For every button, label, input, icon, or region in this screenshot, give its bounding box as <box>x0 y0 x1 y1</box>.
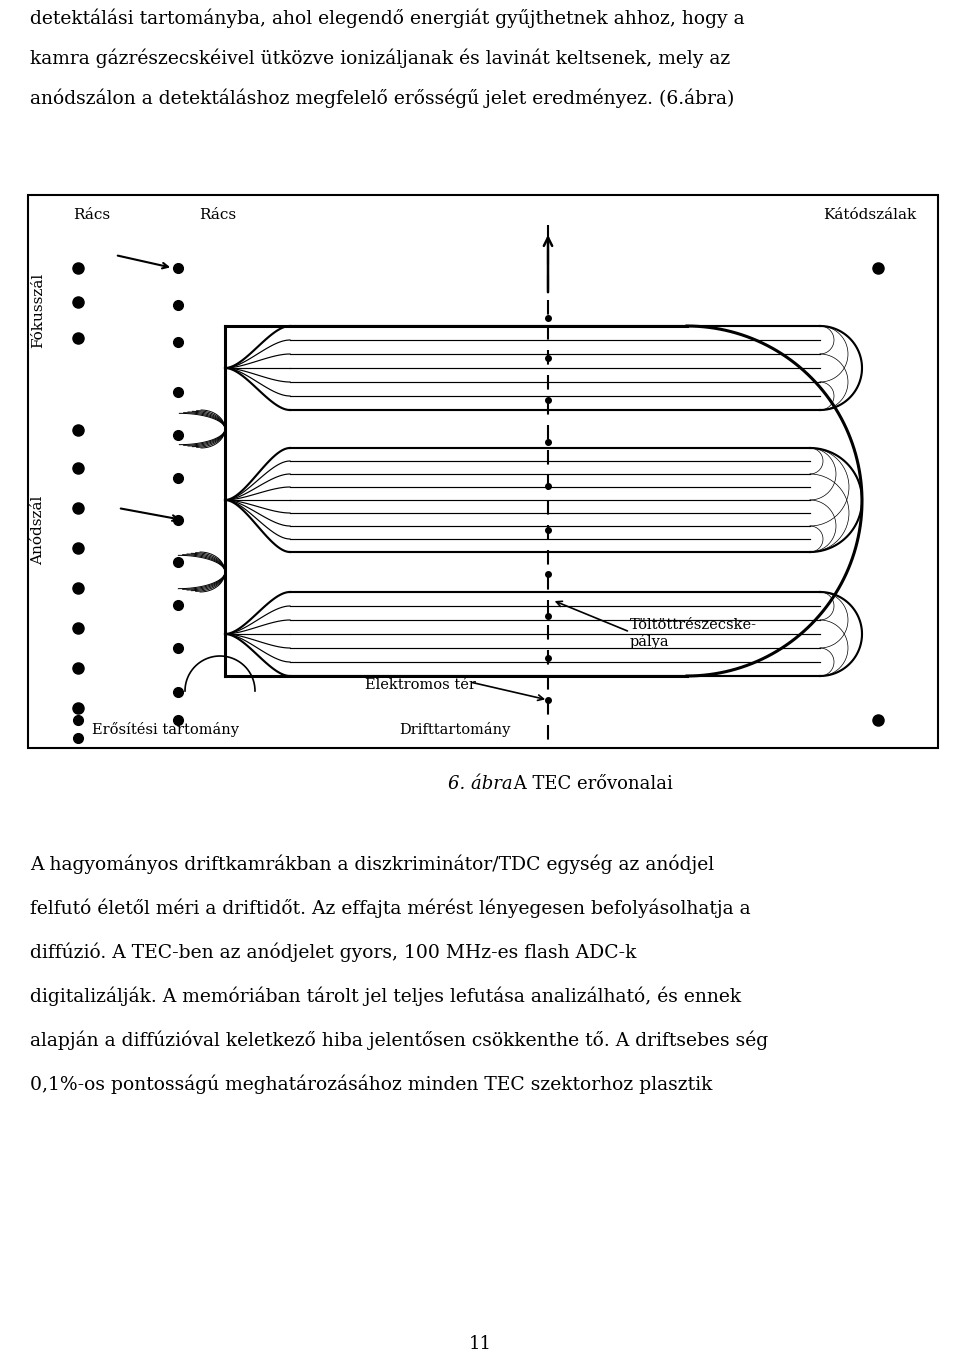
Text: Kátódszálak: Kátódszálak <box>824 208 917 222</box>
Text: alapján a diffúzióval keletkező hiba jelentősen csökkenthe tő. A driftsebes ség: alapján a diffúzióval keletkező hiba jel… <box>30 1031 768 1050</box>
Text: Elektromos tér: Elektromos tér <box>365 678 475 692</box>
Text: kamra gázrészecskéivel ütközve ionizáljanak és lavinát keltsenek, mely az: kamra gázrészecskéivel ütközve ionizálja… <box>30 48 731 68</box>
Text: anódszálon a detektáláshoz megfelelő erősségű jelet eredményez. (6.ábra): anódszálon a detektáláshoz megfelelő erő… <box>30 89 734 108</box>
Text: A hagyományos driftkamrákban a diszkriminátor/TDC egység az anódjel: A hagyományos driftkamrákban a diszkrimi… <box>30 855 714 874</box>
Text: 11: 11 <box>468 1335 492 1352</box>
Text: 6. ábra: 6. ábra <box>447 775 513 793</box>
Text: detektálási tartományba, ahol elegendő energiát gyűjthetnek ahhoz, hogy a: detektálási tartományba, ahol elegendő e… <box>30 8 745 27</box>
Text: pálya: pálya <box>630 633 670 650</box>
Text: diffúzió. A TEC-ben az anódjelet gyors, 100 MHz-es flash ADC-k: diffúzió. A TEC-ben az anódjelet gyors, … <box>30 943 636 963</box>
Text: digitalizálják. A memóriában tárolt jel teljes lefutása analizálható, és ennek: digitalizálják. A memóriában tárolt jel … <box>30 987 741 1007</box>
Bar <box>28 195 938 748</box>
Text: 0,1%-os pontosságú meghatározásához minden TEC szektorhoz plasztik: 0,1%-os pontosságú meghatározásához mind… <box>30 1075 712 1095</box>
Text: Rács: Rács <box>73 208 110 222</box>
Text: Rács: Rács <box>200 208 236 222</box>
Text: Drifttartomány: Drifttartomány <box>399 722 511 737</box>
Text: Töltöttrészecske-: Töltöttrészecske- <box>630 618 757 632</box>
Text: Fókusszál: Fókusszál <box>31 272 45 347</box>
Text: felfutó életől méri a driftidőt. Az effajta mérést lényegesen befolyásolhatja a: felfutó életől méri a driftidőt. Az effa… <box>30 899 751 918</box>
Text: Anódszál: Anódszál <box>31 496 45 565</box>
Text: Erősítési tartomány: Erősítési tartomány <box>91 722 238 737</box>
Text: A TEC erővonalai: A TEC erővonalai <box>508 775 673 793</box>
